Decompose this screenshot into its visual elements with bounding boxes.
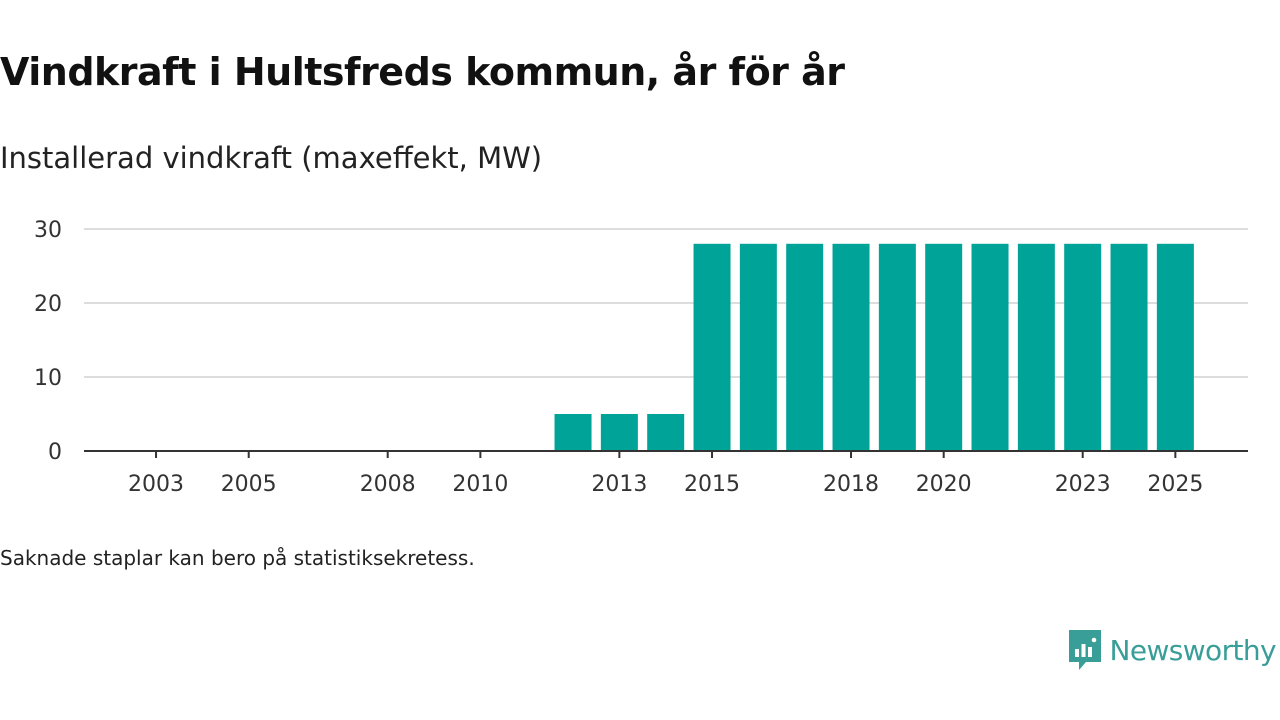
chart-subtitle: Installerad vindkraft (maxeffekt, MW) xyxy=(0,141,543,175)
chart-title: Vindkraft i Hultsfreds kommun, år för år xyxy=(0,50,845,94)
brand-logo: Newsworthy xyxy=(1066,628,1277,672)
bar xyxy=(786,243,824,451)
bar xyxy=(647,414,685,451)
bar xyxy=(693,243,731,451)
x-tick-label: 2015 xyxy=(684,472,740,497)
x-tick-label: 2020 xyxy=(916,472,972,497)
y-tick-label: 20 xyxy=(34,292,62,317)
newsworthy-logo-icon xyxy=(1068,630,1101,670)
y-tick-label: 0 xyxy=(48,440,62,465)
bar xyxy=(1017,243,1055,451)
x-tick-label: 2018 xyxy=(823,472,879,497)
bar xyxy=(1156,243,1194,451)
x-tick-label: 2025 xyxy=(1147,472,1203,497)
bar xyxy=(878,243,916,451)
bar xyxy=(971,243,1009,451)
y-tick-label: 10 xyxy=(34,366,62,391)
bar xyxy=(600,414,638,451)
bar xyxy=(1110,243,1148,451)
x-tick-label: 2005 xyxy=(221,472,277,497)
x-tick-label: 2008 xyxy=(360,472,416,497)
bar xyxy=(1064,243,1102,451)
x-tick-label: 2023 xyxy=(1055,472,1111,497)
bar xyxy=(832,243,870,451)
x-tick-label: 2010 xyxy=(452,472,508,497)
bar xyxy=(554,414,592,451)
x-tick-label: 2003 xyxy=(128,472,184,497)
x-tick-label: 2013 xyxy=(591,472,647,497)
footnote: Saknade staplar kan bero på statistiksek… xyxy=(0,546,475,570)
y-tick-label: 30 xyxy=(34,218,62,243)
bar xyxy=(925,243,963,451)
bar-chart: 0 10 20 30 2003 2005 2008 2010 2013 2015 2018 2020 2… xyxy=(34,218,1248,497)
bar xyxy=(739,243,777,451)
brand-name: Newsworthy xyxy=(1109,633,1277,667)
